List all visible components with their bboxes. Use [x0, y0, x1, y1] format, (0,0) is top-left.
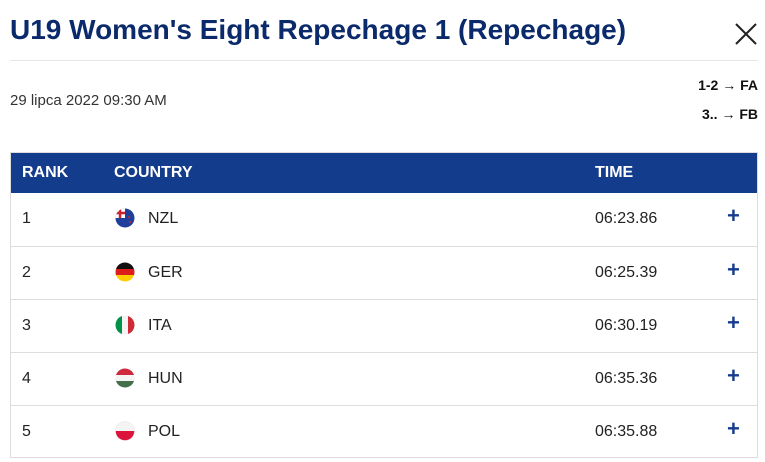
country: POL — [148, 423, 181, 440]
result-row: 3 ITA 06:30.19 + — [11, 299, 757, 352]
flag — [115, 208, 135, 228]
flag — [115, 368, 135, 388]
close-button[interactable] — [734, 22, 758, 46]
expand-button[interactable]: + — [727, 203, 740, 228]
rank: 2 — [22, 264, 31, 281]
rank: 3 — [22, 317, 31, 334]
expand-button[interactable]: + — [727, 310, 740, 335]
country: NZL — [148, 210, 179, 227]
country: GER — [148, 264, 183, 281]
time: 06:35.88 — [595, 423, 658, 440]
result-row: 1 NZL 06:23.86 + — [11, 193, 757, 246]
time: 06:23.86 — [595, 210, 658, 227]
race-date: 29 lipca 2022 09:30 AM — [10, 92, 167, 109]
result-row: 2 GER 06:25.39 + — [11, 246, 757, 299]
rank: 4 — [22, 370, 31, 387]
results-table: RANK COUNTRY TIME 1 NZL 06:23.86 + 2 GER… — [10, 152, 758, 458]
rank: 5 — [22, 423, 31, 440]
separator — [10, 60, 758, 61]
expand-button[interactable]: + — [727, 363, 740, 388]
result-row: 4 HUN 06:35.36 + — [11, 352, 757, 405]
time: 06:25.39 — [595, 264, 658, 281]
progression-rule: 3.. → FB — [701, 106, 758, 122]
progression-rule: 1-2 → FA — [698, 77, 758, 93]
rank: 1 — [22, 210, 31, 227]
modal-title: U19 Women's Eight Repechage 1 (Repechage… — [10, 14, 627, 45]
expand-button[interactable]: + — [727, 416, 740, 441]
table-header: RANK COUNTRY TIME — [11, 153, 757, 193]
expand-button[interactable]: + — [727, 257, 740, 282]
country: ITA — [148, 317, 172, 334]
flag — [115, 421, 135, 441]
country: HUN — [148, 370, 183, 387]
time: 06:35.36 — [595, 370, 658, 387]
column-header: TIME — [595, 164, 634, 181]
flag — [115, 315, 135, 335]
column-header: RANK — [22, 164, 69, 181]
time: 06:30.19 — [595, 317, 658, 334]
result-row: 5 POL 06:35.88 + — [11, 405, 757, 458]
flag — [115, 262, 135, 282]
column-header: COUNTRY — [114, 164, 193, 181]
